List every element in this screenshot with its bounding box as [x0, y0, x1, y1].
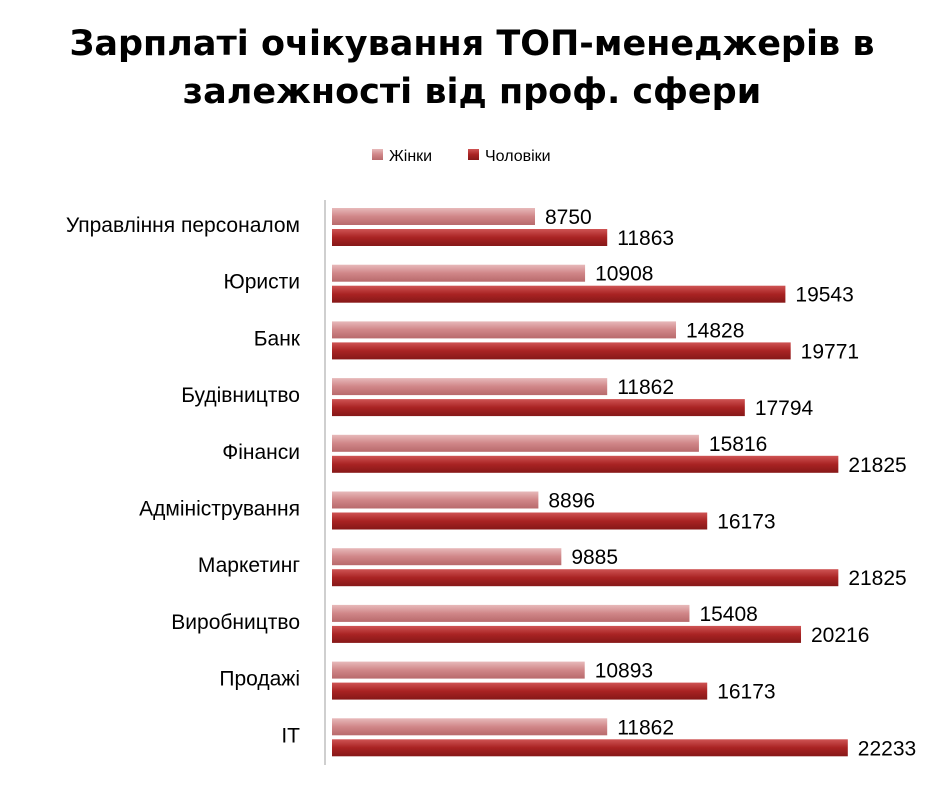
bar-men	[332, 455, 839, 473]
value-label-men: 16173	[717, 511, 775, 534]
value-label-women: 15408	[699, 603, 757, 626]
bar-women	[332, 604, 690, 622]
bar-men	[332, 739, 848, 757]
legend: Жінки Чоловіки	[372, 148, 551, 165]
value-label-men: 22233	[858, 737, 916, 760]
legend-swatch-men	[468, 149, 479, 160]
chart-title-line-2: залежності від проф. сфери	[183, 72, 761, 112]
category-label: Маркетинг	[198, 554, 300, 577]
bar-men	[332, 625, 802, 643]
value-label-women: 9885	[571, 546, 618, 569]
bar-men	[332, 229, 608, 246]
plot-area: Управління персоналом 8750 11863 Юристи 1090…	[66, 206, 916, 760]
bar-women	[332, 718, 608, 736]
category-label: Виробництво	[171, 611, 300, 634]
legend-label-men: Чоловіки	[485, 148, 551, 165]
value-label-women: 8896	[548, 490, 595, 513]
value-label-women: 11862	[617, 376, 674, 399]
value-label-men: 17794	[755, 397, 814, 420]
bar-women	[332, 548, 562, 566]
value-label-men: 16173	[717, 681, 775, 704]
bar-men	[332, 512, 708, 530]
category-label: Банк	[254, 327, 301, 350]
category-label: Продажі	[219, 668, 300, 691]
bar-men	[332, 569, 839, 587]
value-label-men: 11863	[617, 227, 674, 250]
bar-women	[332, 321, 677, 339]
value-label-men: 19771	[801, 340, 859, 363]
bar-women	[332, 264, 586, 282]
bar-women	[332, 378, 608, 396]
bar-men	[332, 285, 786, 303]
bar-women	[332, 491, 539, 509]
category-label: Будівництво	[181, 384, 300, 407]
value-label-men: 20216	[811, 624, 869, 647]
value-label-women: 10908	[595, 263, 653, 286]
value-label-women: 14828	[686, 319, 744, 342]
category-label: Адміністрування	[139, 498, 300, 521]
value-label-men: 21825	[848, 454, 906, 477]
legend-swatch-women	[372, 149, 383, 160]
value-label-men: 19543	[795, 284, 853, 307]
chart-title-line-1: Зарплаті очікування ТОП-менеджерів в	[70, 24, 875, 64]
bar-men	[332, 682, 708, 700]
bar-men	[332, 342, 791, 360]
category-label: Фінанси	[222, 441, 300, 464]
legend-label-women: Жінки	[389, 148, 432, 165]
bar-men	[332, 399, 745, 417]
value-label-women: 11862	[617, 716, 674, 739]
bar-women	[332, 434, 699, 452]
bar-women	[332, 208, 535, 225]
value-label-men: 21825	[848, 567, 906, 590]
category-label: IT	[281, 724, 300, 747]
category-label: Управління персоналом	[66, 214, 300, 237]
value-label-women: 15816	[709, 433, 767, 456]
category-label: Юристи	[224, 271, 300, 294]
value-label-women: 10893	[595, 660, 653, 683]
value-label-women: 8750	[545, 206, 592, 229]
bar-women	[332, 661, 585, 679]
